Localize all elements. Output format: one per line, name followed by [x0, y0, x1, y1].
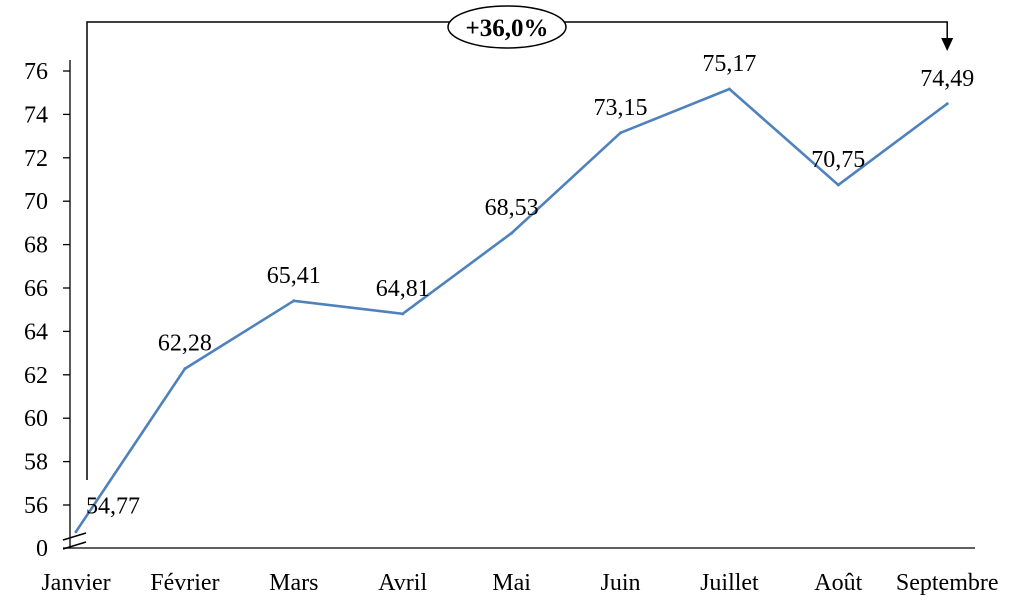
y-tick-label: 68	[24, 233, 48, 259]
x-tick-label: Septembre	[896, 570, 999, 596]
data-label: 74,49	[920, 66, 974, 92]
y-tick-label: 62	[24, 363, 48, 389]
x-tick-label: Janvier	[41, 570, 110, 596]
data-point	[619, 131, 622, 135]
annotation-bracket	[86, 21, 948, 480]
x-tick-label: Juillet	[700, 570, 759, 596]
y-tick-label: 56	[24, 493, 48, 519]
data-point	[836, 183, 840, 187]
data-label: 68,53	[485, 195, 539, 221]
y-tick-label: 0	[36, 536, 48, 562]
data-point	[510, 231, 514, 235]
x-tick-label: Février	[150, 570, 219, 596]
data-point	[292, 299, 296, 303]
y-tick-label: 70	[24, 189, 48, 215]
y-tick-label: 58	[24, 450, 48, 476]
data-point	[74, 530, 78, 534]
y-tick-label: 60	[24, 406, 48, 432]
data-label: 54,77	[86, 494, 140, 520]
x-tick-label: Avril	[378, 570, 427, 596]
axis-break-mark	[62, 532, 87, 541]
data-point	[945, 102, 949, 106]
annotation-ellipse	[447, 5, 567, 49]
annotation-label: +36,0%	[466, 15, 549, 42]
y-tick-label: 74	[24, 102, 48, 128]
arrow-down-icon	[941, 38, 954, 51]
data-label: 73,15	[594, 95, 648, 121]
data-point	[183, 367, 187, 371]
x-tick-label: Août	[814, 570, 862, 596]
y-tick-label: 64	[24, 319, 48, 345]
data-point	[727, 87, 731, 91]
y-tick-label: 76	[24, 59, 48, 85]
data-label: 65,41	[267, 263, 321, 289]
x-tick-label: Mars	[269, 570, 318, 596]
x-tick-label: Mai	[492, 570, 531, 596]
y-tick-label: 66	[24, 276, 48, 302]
x-tick-label: Juin	[600, 570, 640, 596]
y-tick-label: 72	[24, 146, 48, 172]
data-label: 64,81	[376, 276, 430, 302]
data-label: 70,75	[811, 147, 865, 173]
data-point	[401, 312, 405, 316]
axis-break-mark	[62, 541, 87, 550]
data-label: 62,28	[158, 331, 212, 357]
data-label: 75,17	[702, 51, 756, 77]
